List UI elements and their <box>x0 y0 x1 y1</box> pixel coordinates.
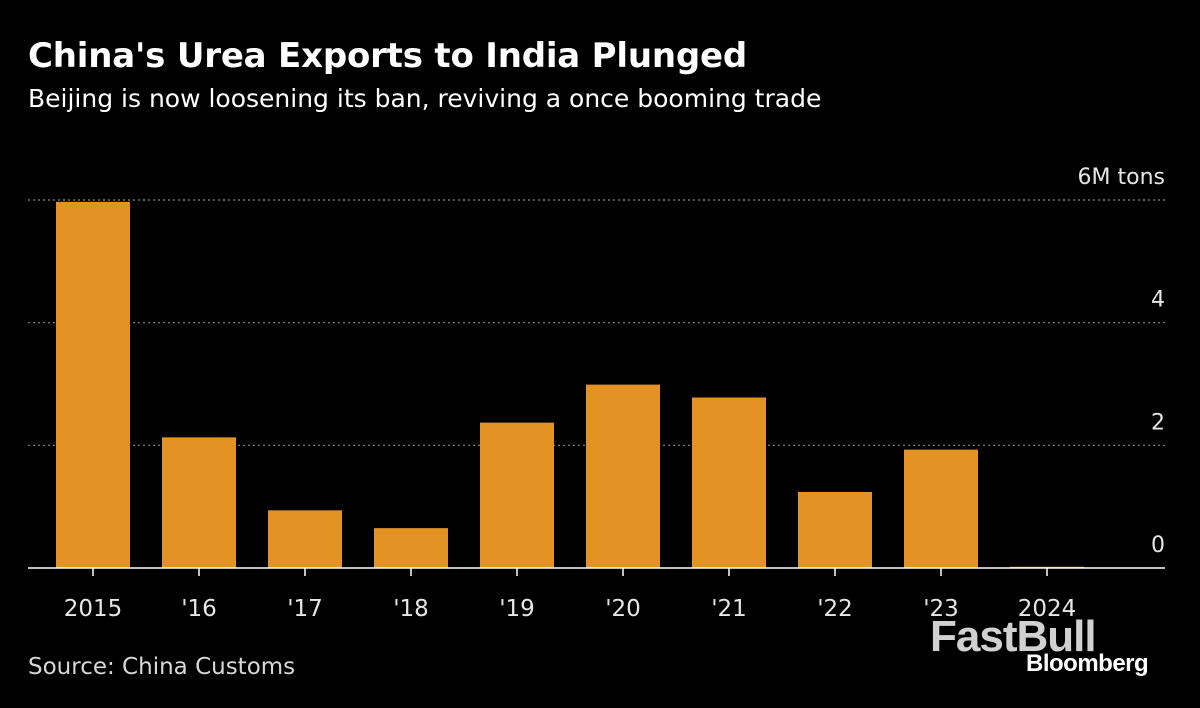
bar <box>480 422 554 568</box>
x-tick-label: '16 <box>181 596 217 622</box>
y-tick-label: 6M tons <box>1078 165 1165 190</box>
y-tick-label: 4 <box>1151 288 1165 313</box>
x-tick-label: '23 <box>923 596 959 622</box>
bar <box>798 491 872 568</box>
chart-title: China's Urea Exports to India Plunged <box>28 36 748 76</box>
x-tick-label: '21 <box>711 596 747 622</box>
x-tick-label: 2024 <box>1018 596 1077 622</box>
y-tick-label: 2 <box>1151 410 1165 435</box>
chart-subtitle: Beijing is now loosening its ban, revivi… <box>28 84 822 113</box>
y-tick-label: 0 <box>1151 533 1165 558</box>
x-tick-label: '19 <box>499 596 535 622</box>
bar <box>904 449 978 568</box>
bar <box>374 528 448 568</box>
bar <box>162 437 236 568</box>
x-tick-label: '18 <box>393 596 429 622</box>
x-tick-label: '17 <box>287 596 323 622</box>
bar <box>56 201 130 568</box>
x-axis <box>28 567 1165 576</box>
bar <box>586 384 660 568</box>
x-tick-label: 2015 <box>64 596 123 622</box>
brand-logo: Bloomberg <box>1026 650 1149 677</box>
x-tick-label: '20 <box>605 596 641 622</box>
x-tick-label: '22 <box>817 596 853 622</box>
bar <box>268 510 342 568</box>
tick-labels: 0 2 4 6M tons 2015 '16 '17 '18 '19 '20 '21 '22 '23 20… <box>64 165 1165 622</box>
watermark-logo: FastBull <box>930 612 1097 661</box>
bars <box>56 201 1084 568</box>
bar <box>692 397 766 568</box>
source-note: Source: China Customs <box>28 654 296 680</box>
